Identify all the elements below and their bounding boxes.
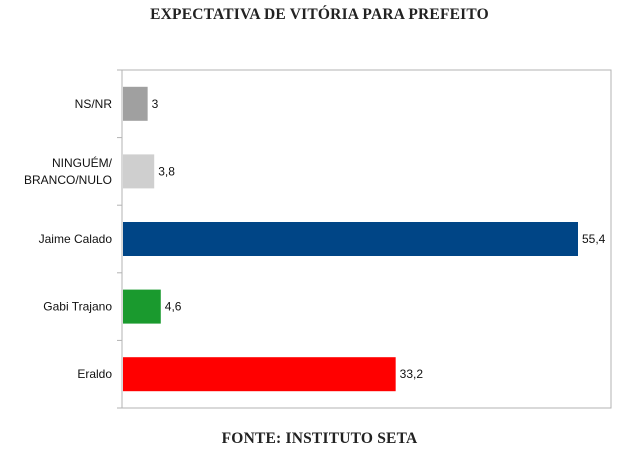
bar [123,222,578,256]
category-label: NINGUÉM/BRANCO/NULO [24,155,113,187]
category-label: Gabi Trajano [43,300,112,314]
bar [123,357,396,392]
category-label: NS/NR [75,97,113,111]
bar [123,154,155,189]
value-label: 33,2 [400,367,424,381]
category-label: Eraldo [77,367,112,381]
category-label: Jaime Calado [39,232,113,246]
value-label: 4,6 [165,300,182,314]
value-label: 3 [152,97,159,111]
bar [123,86,148,121]
chart-title: EXPECTATIVA DE VITÓRIA PARA PREFEITO [150,6,489,23]
value-label: 3,8 [158,164,175,178]
chart-source: FONTE: INSTITUTO SETA [221,430,418,447]
bar [123,289,161,324]
value-label: 55,4 [582,232,606,246]
